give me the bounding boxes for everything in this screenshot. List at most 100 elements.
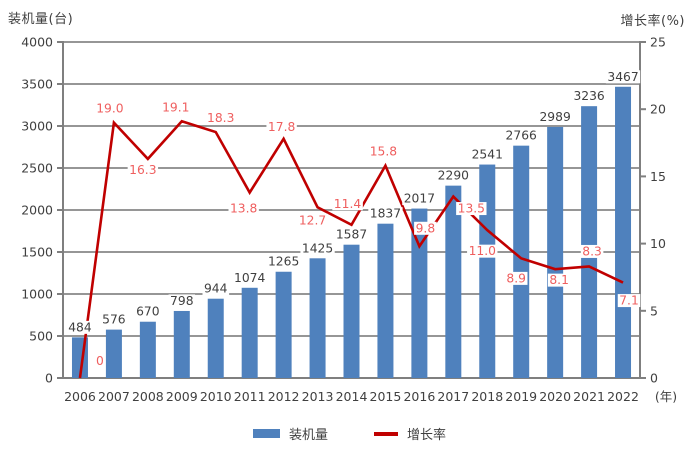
x-tick-label-2011: 2011 xyxy=(234,389,266,404)
bar-2012 xyxy=(275,271,292,378)
bar-value-label-bg xyxy=(202,282,230,296)
bar-value-label: 3236 xyxy=(573,89,604,103)
bar-value-label: 2989 xyxy=(539,110,570,124)
x-tick-label-2014: 2014 xyxy=(336,389,368,404)
bar-value-label-bg xyxy=(232,271,267,285)
line-value-label: 17.8 xyxy=(268,120,295,134)
bar-value-label: 670 xyxy=(136,305,159,319)
line-value-label-bg xyxy=(127,163,159,177)
line-value-label-bg xyxy=(414,221,437,235)
line-value-label-bg xyxy=(160,100,191,114)
bar-2016 xyxy=(411,208,428,378)
line-value-label: 13.8 xyxy=(230,202,257,216)
bar-2018 xyxy=(479,164,496,378)
bar-2014 xyxy=(343,244,360,378)
bar-value-label-bg xyxy=(504,129,539,143)
line-value-label-bg xyxy=(467,244,498,258)
x-tick-label-2020: 2020 xyxy=(539,389,571,404)
line-value-label-bg xyxy=(368,145,399,159)
bar-2008 xyxy=(139,321,156,378)
bar-value-label-bg xyxy=(100,313,128,327)
bar-2021 xyxy=(581,106,598,379)
bar-value-label: 1265 xyxy=(268,255,299,269)
legend: 装机量 增长率 xyxy=(0,424,699,443)
bar-value-label-bg xyxy=(402,192,437,206)
y-left-tick-label: 1000 xyxy=(21,287,53,302)
legend-item-line: 增长率 xyxy=(374,424,446,443)
line-value-label-bg xyxy=(547,273,571,287)
legend-item-bar: 装机量 xyxy=(252,424,328,443)
bar-value-label-bg xyxy=(605,70,641,84)
growth-line xyxy=(78,119,624,379)
legend-bar-label: 装机量 xyxy=(288,428,328,443)
line-value-label-bg xyxy=(266,120,297,134)
bar-value-label: 576 xyxy=(102,313,126,327)
line-value-label: 11.4 xyxy=(334,197,362,211)
x-tick-label-2010: 2010 xyxy=(200,389,232,404)
bar-value-label: 1425 xyxy=(302,241,333,255)
line-value-label: 13.5 xyxy=(458,202,485,216)
bar-value-label: 2290 xyxy=(438,169,469,183)
y-right-tick-label: 25 xyxy=(650,35,666,50)
y-right-tick-label: 15 xyxy=(650,169,666,184)
bar-value-label: 2541 xyxy=(472,148,503,162)
y-right-tick-label: 20 xyxy=(650,102,666,117)
line-value-label-bg xyxy=(94,354,106,368)
line-value-label: 9.8 xyxy=(416,221,436,235)
bar-2020 xyxy=(547,126,564,378)
bar-2010 xyxy=(207,298,224,378)
right-axis-title: 增长率(%) xyxy=(620,14,685,29)
y-left-tick-label: 4000 xyxy=(21,35,53,50)
line-value-label-bg xyxy=(205,111,236,125)
left-axis-title: 装机量(台) xyxy=(8,12,74,27)
bar-value-label-bg xyxy=(571,89,607,103)
line-value-label-bg xyxy=(580,244,604,258)
line-value-label: 19.1 xyxy=(162,100,189,114)
x-tick-label-2006: 2006 xyxy=(64,389,96,404)
bar-2009 xyxy=(173,310,190,378)
bar-value-label-bg xyxy=(334,228,369,242)
line-value-label: 16.3 xyxy=(129,163,156,177)
y-left-tick-label: 500 xyxy=(29,329,53,344)
x-tick-label-2016: 2016 xyxy=(403,389,435,404)
line-value-label: 15.8 xyxy=(370,145,397,159)
bar-value-label-bg xyxy=(300,241,335,255)
y-left-tick-label: 3000 xyxy=(21,119,53,134)
legend-line-label: 增长率 xyxy=(407,428,447,443)
bar-value-label: 2017 xyxy=(404,192,435,206)
bar-value-label-bg xyxy=(368,207,403,221)
x-tick-label-2019: 2019 xyxy=(505,389,537,404)
line-value-label-bg xyxy=(94,102,126,116)
bar-value-label: 3467 xyxy=(607,70,638,84)
line-value-label: 7.1 xyxy=(619,294,639,308)
x-tick-label-2012: 2012 xyxy=(268,389,300,404)
bar-value-label: 484 xyxy=(68,320,92,334)
line-value-label-bg xyxy=(617,294,641,308)
y-left-tick-label: 3500 xyxy=(21,77,53,92)
line-value-label-bg xyxy=(228,202,259,216)
bar-2015 xyxy=(377,223,394,378)
x-tick-label-2007: 2007 xyxy=(98,389,130,404)
x-tick-label-2021: 2021 xyxy=(573,389,605,404)
line-value-label: 8.9 xyxy=(506,271,526,285)
y-left-tick-label: 0 xyxy=(45,371,53,386)
line-value-label-bg xyxy=(332,197,363,211)
bar-value-label: 1074 xyxy=(234,271,265,285)
bar-2017 xyxy=(445,185,462,378)
line-value-label: 12.7 xyxy=(299,213,326,227)
bar-value-label-bg xyxy=(168,294,196,308)
x-tick-label-2017: 2017 xyxy=(437,389,469,404)
bar-2011 xyxy=(241,287,258,378)
x-tick-label-2018: 2018 xyxy=(471,389,503,404)
legend-bar-swatch xyxy=(252,429,280,438)
bar-value-label: 944 xyxy=(204,282,228,296)
line-value-label: 18.3 xyxy=(207,111,234,125)
bar-2022 xyxy=(615,86,632,378)
line-value-label-bg xyxy=(297,213,328,227)
bar-value-label: 1587 xyxy=(336,228,367,242)
y-right-tick-label: 0 xyxy=(650,371,658,386)
x-axis-unit: (年) xyxy=(655,389,677,404)
x-tick-label-2015: 2015 xyxy=(370,389,402,404)
